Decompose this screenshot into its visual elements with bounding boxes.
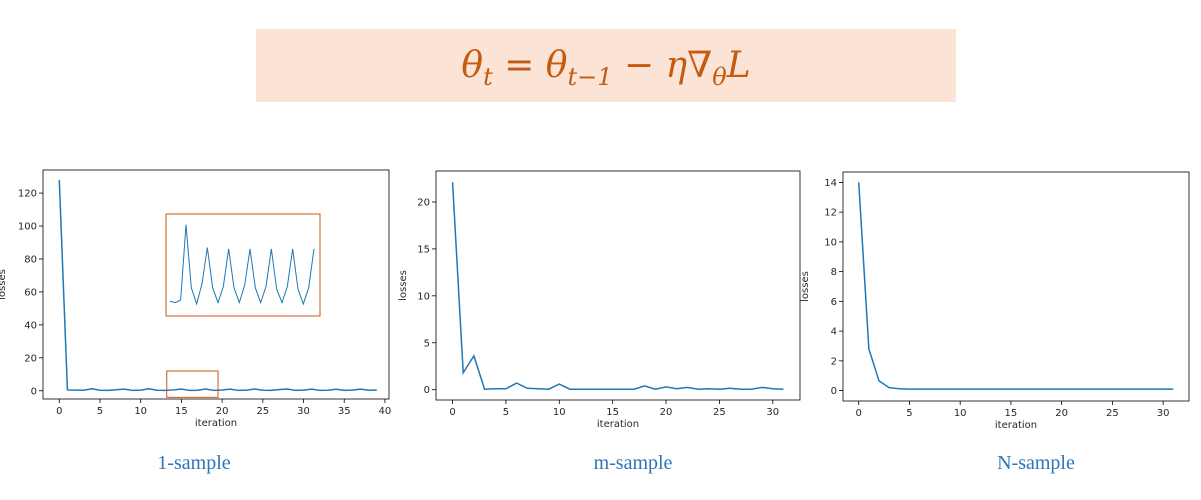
loss-series-line [451,182,784,390]
x-tick-label: 20 [1055,408,1068,419]
x-tick-label: 15 [1005,408,1018,419]
x-tick-label: 0 [449,407,455,418]
x-tick-label: 25 [256,406,269,417]
x-tick-label: 5 [906,408,912,419]
x-tick-label: 15 [175,406,188,417]
x-axis-label: iteration [195,418,237,429]
chart-n-sample: 0 5 10 15 20 25 30 0 2 4 6 8 10 12 14 iteration losses [800,171,1190,431]
x-tick-label: 25 [713,407,726,418]
x-tick-label: 10 [134,406,147,417]
y-tick-label: 14 [824,178,837,189]
y-tick-label: 40 [24,320,37,331]
x-tick-label: 30 [1157,408,1170,419]
caption-m-sample: m-sample [593,452,673,474]
y-tick-label: 100 [18,222,37,233]
y-tick-label: 12 [824,208,837,219]
y-tick-label: 15 [417,244,430,255]
x-tick-label: 5 [97,406,103,417]
x-tick-label: 10 [553,407,566,418]
x-tick-label: 0 [856,408,862,419]
y-tick-label: 6 [831,297,837,308]
update-rule-formula: θt = θt−1 − η∇θL [461,45,751,92]
y-tick-label: 10 [417,291,430,302]
zoom-highlight-box [166,370,219,398]
x-tick-label: 40 [379,406,392,417]
y-tick-label: 80 [24,254,37,265]
y-tick-label: 2 [831,356,837,367]
y-axis-label: losses [800,271,811,302]
x-tick-label: 0 [56,406,62,417]
y-tick-label: 0 [424,385,430,396]
y-tick-label: 0 [831,386,837,397]
x-tick-label: 30 [766,407,779,418]
y-tick-label: 8 [831,267,837,278]
x-tick-label: 20 [216,406,229,417]
caption-n-sample: N-sample [997,452,1075,474]
y-tick-label: 10 [824,237,837,248]
loss-series-line [857,182,1174,390]
x-tick-label: 15 [606,407,619,418]
y-tick-label: 20 [24,353,37,364]
plot-frame [42,169,390,400]
chart-m-sample: 0 5 10 15 20 25 30 0 5 10 15 20 iteration losses [398,170,801,430]
y-axis-label: losses [398,270,409,301]
plot-frame [435,170,801,401]
x-tick-label: 25 [1106,408,1119,419]
y-tick-label: 4 [831,327,837,338]
x-axis-label: iteration [995,420,1037,431]
x-tick-label: 5 [503,407,509,418]
caption-1-sample: 1-sample [157,452,231,474]
y-tick-label: 60 [24,287,37,298]
plot-frame [842,171,1190,402]
y-tick-label: 5 [424,338,430,349]
x-tick-label: 35 [338,406,351,417]
chart-1-sample: 0 5 10 15 20 25 30 35 40 0 20 40 60 80 100 120 iteration… [0,169,392,429]
x-tick-label: 10 [954,408,967,419]
formula-banner: θt = θt−1 − η∇θL [256,29,956,102]
y-axis-label: losses [0,269,8,300]
x-axis-label: iteration [597,419,639,430]
y-tick-label: 120 [18,189,37,200]
y-tick-label: 20 [417,197,430,208]
y-tick-label: 0 [31,386,37,397]
x-tick-label: 20 [660,407,673,418]
inset-series-line [169,224,315,306]
x-tick-label: 30 [297,406,310,417]
